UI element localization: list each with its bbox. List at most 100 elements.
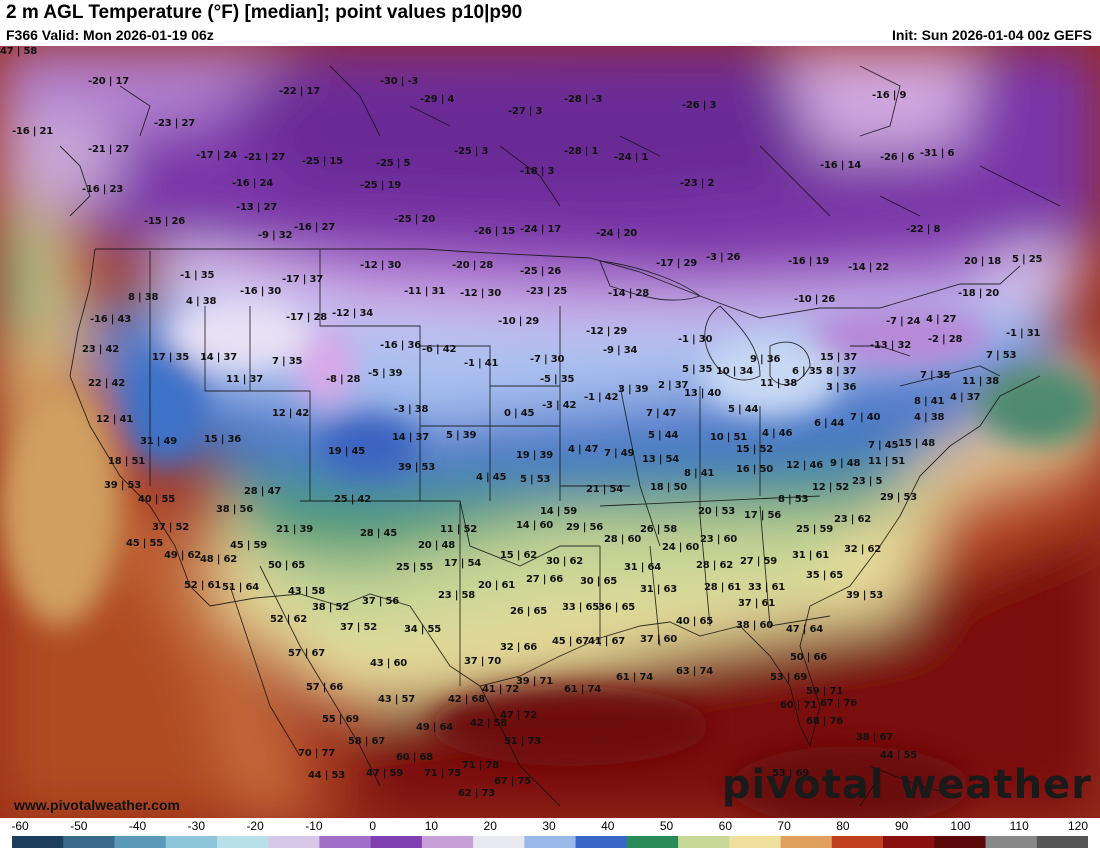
point-value-label: 7 | 53 [986, 350, 1017, 361]
point-value-label: 37 | 52 [340, 622, 378, 633]
legend-color-swatch [114, 836, 167, 848]
point-value-label: -3 | 26 [706, 252, 741, 263]
point-value-label: 4 | 46 [762, 428, 793, 439]
point-value-label: -22 | 8 [906, 224, 941, 235]
point-value-label: 40 | 55 [138, 494, 176, 505]
point-value-label: -3 | 38 [394, 404, 429, 415]
point-value-label: 8 | 53 [778, 494, 809, 505]
point-value-label: 29 | 53 [880, 492, 918, 503]
point-value-label: 31 | 64 [624, 562, 662, 573]
legend-color-swatch [780, 836, 833, 848]
legend-tick-label: 60 [718, 819, 733, 833]
legend-ticks: -60 -50 -40 -30 -20 -10 0 10 20 30 40 50 60 70 80 90 100… [0, 818, 1100, 834]
point-value-label: -10 | 29 [498, 316, 539, 327]
point-value-label: -23 | 2 [680, 178, 715, 189]
legend-color-swatch [729, 836, 782, 848]
point-value-label: 37 | 52 [152, 522, 190, 533]
point-value-label: 30 | 65 [580, 576, 618, 587]
legend-color-swatch [319, 836, 372, 848]
point-value-label: 43 | 60 [370, 658, 408, 669]
point-value-label: 62 | 73 [458, 788, 496, 799]
point-value-label: -20 | 28 [452, 260, 493, 271]
point-value-label: 23 | 42 [82, 344, 120, 355]
point-value-label: 17 | 56 [744, 510, 782, 521]
point-value-label: 31 | 61 [792, 550, 830, 561]
point-value-label: 63 | 74 [676, 666, 714, 677]
point-value-label: 23 | 60 [700, 534, 738, 545]
point-value-label: 14 | 37 [200, 352, 238, 363]
point-value-label: 47 | 58 [0, 46, 38, 57]
point-value-label: 5 | 44 [728, 404, 759, 415]
point-value-label: -17 | 24 [196, 150, 237, 161]
point-value-label: 38 | 56 [216, 504, 254, 515]
point-value-label: 58 | 67 [348, 736, 386, 747]
point-value-label: -25 | 19 [360, 180, 401, 191]
legend-color-swatch [421, 836, 474, 848]
point-value-label: 7 | 35 [920, 370, 951, 381]
point-value-label: -17 | 29 [656, 258, 697, 269]
point-value-label: -21 | 27 [88, 144, 129, 155]
point-value-label: -12 | 30 [460, 288, 501, 299]
point-value-label: 9 | 36 [750, 354, 781, 365]
point-value-label: 55 | 69 [322, 714, 360, 725]
point-value-label: -2 | 28 [928, 334, 963, 345]
point-value-label: 37 | 56 [362, 596, 400, 607]
point-value-label: 51 | 73 [504, 736, 542, 747]
point-value-label: 31 | 49 [140, 436, 178, 447]
legend-color-swatch [217, 836, 269, 848]
point-value-label: 4 | 37 [950, 392, 981, 403]
point-value-label: 20 | 18 [964, 256, 1002, 267]
point-value-label: 8 | 38 [128, 292, 159, 303]
point-value-label: -9 | 34 [603, 345, 638, 356]
point-value-label: -25 | 26 [520, 266, 561, 277]
legend-color-swatch [12, 836, 64, 848]
point-value-label: -16 | 27 [294, 222, 335, 233]
point-value-label: 34 | 55 [404, 624, 442, 635]
point-value-label: -16 | 43 [90, 314, 131, 325]
point-value-label: 47 | 72 [500, 710, 538, 721]
point-value-label: -16 | 36 [380, 340, 421, 351]
point-value-label: 8 | 37 [826, 366, 857, 377]
point-value-label: 38 | 52 [312, 602, 350, 613]
point-value-label: -1 | 35 [180, 270, 215, 281]
point-value-label: 12 | 41 [96, 414, 134, 425]
point-value-label: 28 | 61 [704, 582, 742, 593]
legend-tick-label: -10 [305, 819, 323, 833]
legend-color-swatch [268, 836, 320, 848]
point-value-label: 6 | 35 [792, 366, 823, 377]
point-value-label: -24 | 20 [596, 228, 637, 239]
legend-tick-label: 20 [483, 819, 497, 833]
point-value-label: 23 | 58 [438, 590, 476, 601]
point-value-label: 15 | 52 [736, 444, 774, 455]
legend-tick-label: 70 [777, 819, 791, 833]
point-value-label: -11 | 31 [404, 286, 445, 297]
point-value-label: -1 | 42 [584, 392, 619, 403]
point-value-label: -18 | 3 [520, 166, 555, 177]
point-value-label: -25 | 5 [376, 158, 411, 169]
point-value-label: 43 | 57 [378, 694, 416, 705]
point-value-label: 4 | 27 [926, 314, 957, 325]
point-value-label: 11 | 38 [962, 376, 1000, 387]
legend-color-swatch [626, 836, 679, 848]
map-header: 2 m AGL Temperature (°F) [median]; point… [0, 0, 1100, 46]
point-value-label: 60 | 71 [780, 700, 818, 711]
point-value-label: 39 | 53 [398, 462, 436, 473]
point-value-label: -5 | 39 [368, 368, 403, 379]
point-value-label: -16 | 24 [232, 178, 273, 189]
point-value-label: 7 | 35 [272, 356, 303, 367]
point-value-label: 45 | 59 [230, 540, 268, 551]
point-value-label: 16 | 50 [736, 464, 774, 475]
site-watermark: www.pivotalweather.com [14, 797, 180, 813]
point-value-label: 28 | 47 [244, 486, 282, 497]
point-value-label: 12 | 42 [272, 408, 310, 419]
point-value-label: -8 | 28 [326, 374, 361, 385]
point-value-label: 51 | 64 [222, 582, 260, 593]
temperature-map[interactable]: -20 | 17 -22 | 17 -30 | -3 -29 | 4 -28 | -3 -… [0, 46, 1100, 818]
point-value-label: 70 | 77 [298, 748, 336, 759]
point-value-label: 10 | 34 [716, 366, 754, 377]
point-value-label: -3 | 42 [542, 400, 577, 411]
legend-tick-label: 120 [1067, 819, 1089, 833]
point-value-label: -16 | 9 [872, 90, 907, 101]
point-value-label: -16 | 30 [240, 286, 281, 297]
point-value-label: 18 | 50 [650, 482, 688, 493]
